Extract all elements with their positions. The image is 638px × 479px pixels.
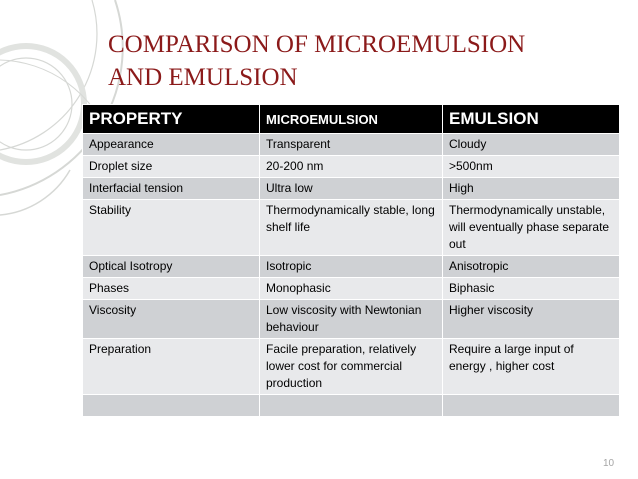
- cell-empty: [259, 394, 443, 417]
- page-number: 10: [603, 458, 615, 469]
- cell-emulsion: High: [442, 177, 620, 200]
- header-microemulsion: MICROEMULSION: [259, 104, 443, 134]
- cell-property: Stability: [82, 199, 260, 256]
- arc-bottom: [0, 169, 71, 216]
- cell-emulsion: Anisotropic: [442, 255, 620, 278]
- cell-emulsion: Cloudy: [442, 133, 620, 156]
- arc-inner: [0, 0, 98, 151]
- table-row: Phases Monophasic Biphasic: [82, 277, 620, 300]
- ring-inner: [0, 57, 73, 151]
- header-property: PROPERTY: [82, 104, 260, 134]
- cell-emulsion: >500nm: [442, 155, 620, 178]
- cell-microemulsion: Low viscosity with Newtonian behaviour: [259, 299, 443, 339]
- table-row: Optical Isotropy Isotropic Anisotropic: [82, 255, 620, 278]
- cell-property: Interfacial tension: [82, 177, 260, 200]
- table-row: Droplet size 20-200 nm >500nm: [82, 155, 620, 178]
- cell-empty: [82, 394, 260, 417]
- cell-microemulsion: Ultra low: [259, 177, 443, 200]
- comparison-table: PROPERTY MICROEMULSION EMULSION Appearan…: [82, 104, 620, 417]
- cell-empty: [442, 394, 620, 417]
- cell-property: Viscosity: [82, 299, 260, 339]
- cell-property: Appearance: [82, 133, 260, 156]
- table-row-empty: [82, 394, 620, 417]
- table-header-row: PROPERTY MICROEMULSION EMULSION: [82, 104, 620, 134]
- cell-emulsion: Higher viscosity: [442, 299, 620, 339]
- cell-microemulsion: Monophasic: [259, 277, 443, 300]
- cell-microemulsion: Thermodynamically stable, long shelf lif…: [259, 199, 443, 256]
- header-emulsion: EMULSION: [442, 104, 620, 134]
- title-line-1: COMPARISON OF MICROEMULSION: [108, 31, 526, 58]
- table-row: Preparation Facile preparation, relative…: [82, 338, 620, 395]
- table-row: Interfacial tension Ultra low High: [82, 177, 620, 200]
- cell-microemulsion: Isotropic: [259, 255, 443, 278]
- cell-microemulsion: 20-200 nm: [259, 155, 443, 178]
- cell-microemulsion: Facile preparation, relatively lower cos…: [259, 338, 443, 395]
- title-line-2: AND EMULSION: [108, 64, 298, 91]
- table-row: Appearance Transparent Cloudy: [82, 133, 620, 156]
- table-row: Stability Thermodynamically stable, long…: [82, 199, 620, 256]
- cell-emulsion: Thermodynamically unstable, will eventua…: [442, 199, 620, 256]
- cell-property: Preparation: [82, 338, 260, 395]
- slide-title: COMPARISON OF MICROEMULSION AND EMULSION: [108, 28, 608, 94]
- cell-emulsion: Require a large input of energy , higher…: [442, 338, 620, 395]
- cell-property: Droplet size: [82, 155, 260, 178]
- table-row: Viscosity Low viscosity with Newtonian b…: [82, 299, 620, 339]
- cell-property: Phases: [82, 277, 260, 300]
- cell-microemulsion: Transparent: [259, 133, 443, 156]
- cell-property: Optical Isotropy: [82, 255, 260, 278]
- cell-emulsion: Biphasic: [442, 277, 620, 300]
